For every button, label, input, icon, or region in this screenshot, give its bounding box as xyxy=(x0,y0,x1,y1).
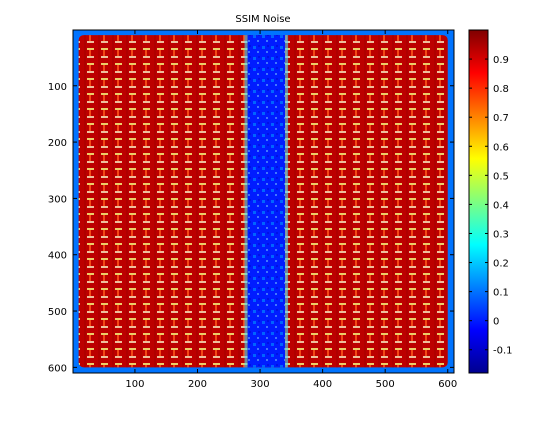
x-axis: 100 200 300 400 500 600 xyxy=(125,30,457,390)
x-tick-label: 500 xyxy=(376,379,395,390)
colorbar-tick-label: 0.6 xyxy=(493,142,509,153)
colorbar-tick-label: 0 xyxy=(493,317,499,328)
y-tick-label: 100 xyxy=(48,82,67,93)
colorbar-tick-label: 0.8 xyxy=(493,84,509,95)
plot-frame xyxy=(72,29,455,374)
y-tick-label: 500 xyxy=(48,307,67,318)
colorbar-tick-label: 0.7 xyxy=(493,113,509,124)
colorbar-tick-label: 0.2 xyxy=(493,259,509,270)
region-low-similarity-band-texture xyxy=(247,35,286,368)
x-tick-label: 600 xyxy=(438,379,457,390)
colorbar-tick-label: 0.3 xyxy=(493,229,509,240)
region-low-similarity-band-edge-left xyxy=(244,35,248,368)
x-tick-label: 400 xyxy=(313,379,332,390)
region-low-similarity-band-edge-right xyxy=(285,35,289,368)
y-axis: 100 200 300 400 500 600 xyxy=(48,82,454,374)
colorbar-tick-label: 0.4 xyxy=(493,200,509,211)
colorbar xyxy=(468,29,489,374)
colorbar-tick-label: -0.1 xyxy=(493,346,513,357)
x-tick-label: 200 xyxy=(188,379,207,390)
x-tick-label: 100 xyxy=(125,379,144,390)
chart-title: SSIM Noise xyxy=(235,14,290,25)
y-tick-label: 300 xyxy=(48,194,67,205)
heatmap-image xyxy=(73,30,454,373)
colorbar-axis: -0.1 0 0.1 0.2 0.3 0.4 0.5 0.6 0.7 0.8 0.9 xyxy=(469,55,513,357)
y-tick-label: 400 xyxy=(48,251,67,262)
colorbar-tick-label: 0.1 xyxy=(493,288,509,299)
y-tick-label: 200 xyxy=(48,138,67,149)
y-tick-label: 600 xyxy=(48,363,67,374)
colorbar-tick-label: 0.5 xyxy=(493,171,509,182)
colorbar-tick-label: 0.9 xyxy=(493,55,509,66)
x-tick-label: 300 xyxy=(251,379,270,390)
